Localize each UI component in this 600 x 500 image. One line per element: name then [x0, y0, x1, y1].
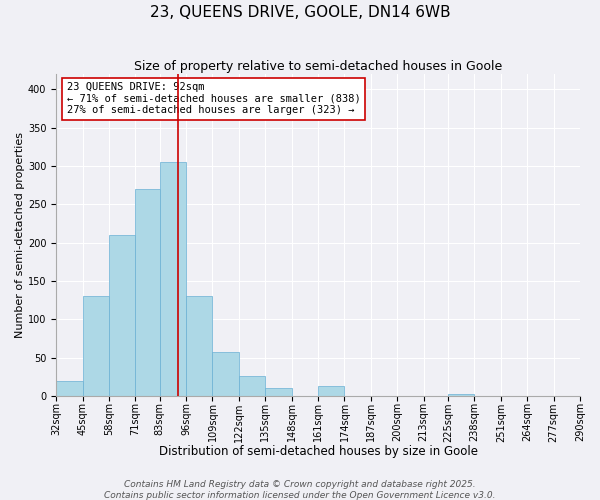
Bar: [265, 388, 292, 396]
Bar: [186, 296, 212, 396]
Bar: [212, 352, 239, 396]
Bar: [318, 386, 344, 396]
Bar: [136, 189, 160, 396]
X-axis label: Distribution of semi-detached houses by size in Goole: Distribution of semi-detached houses by …: [158, 444, 478, 458]
Bar: [56, 380, 83, 396]
Text: Contains HM Land Registry data © Crown copyright and database right 2025.
Contai: Contains HM Land Registry data © Crown c…: [104, 480, 496, 500]
Y-axis label: Number of semi-detached properties: Number of semi-detached properties: [15, 132, 25, 338]
Bar: [83, 296, 109, 396]
Bar: [448, 394, 475, 396]
Text: 23 QUEENS DRIVE: 92sqm
← 71% of semi-detached houses are smaller (838)
27% of se: 23 QUEENS DRIVE: 92sqm ← 71% of semi-det…: [67, 82, 361, 116]
Bar: [109, 235, 136, 396]
Bar: [239, 376, 265, 396]
Text: 23, QUEENS DRIVE, GOOLE, DN14 6WB: 23, QUEENS DRIVE, GOOLE, DN14 6WB: [149, 5, 451, 20]
Title: Size of property relative to semi-detached houses in Goole: Size of property relative to semi-detach…: [134, 60, 502, 73]
Bar: [160, 162, 186, 396]
